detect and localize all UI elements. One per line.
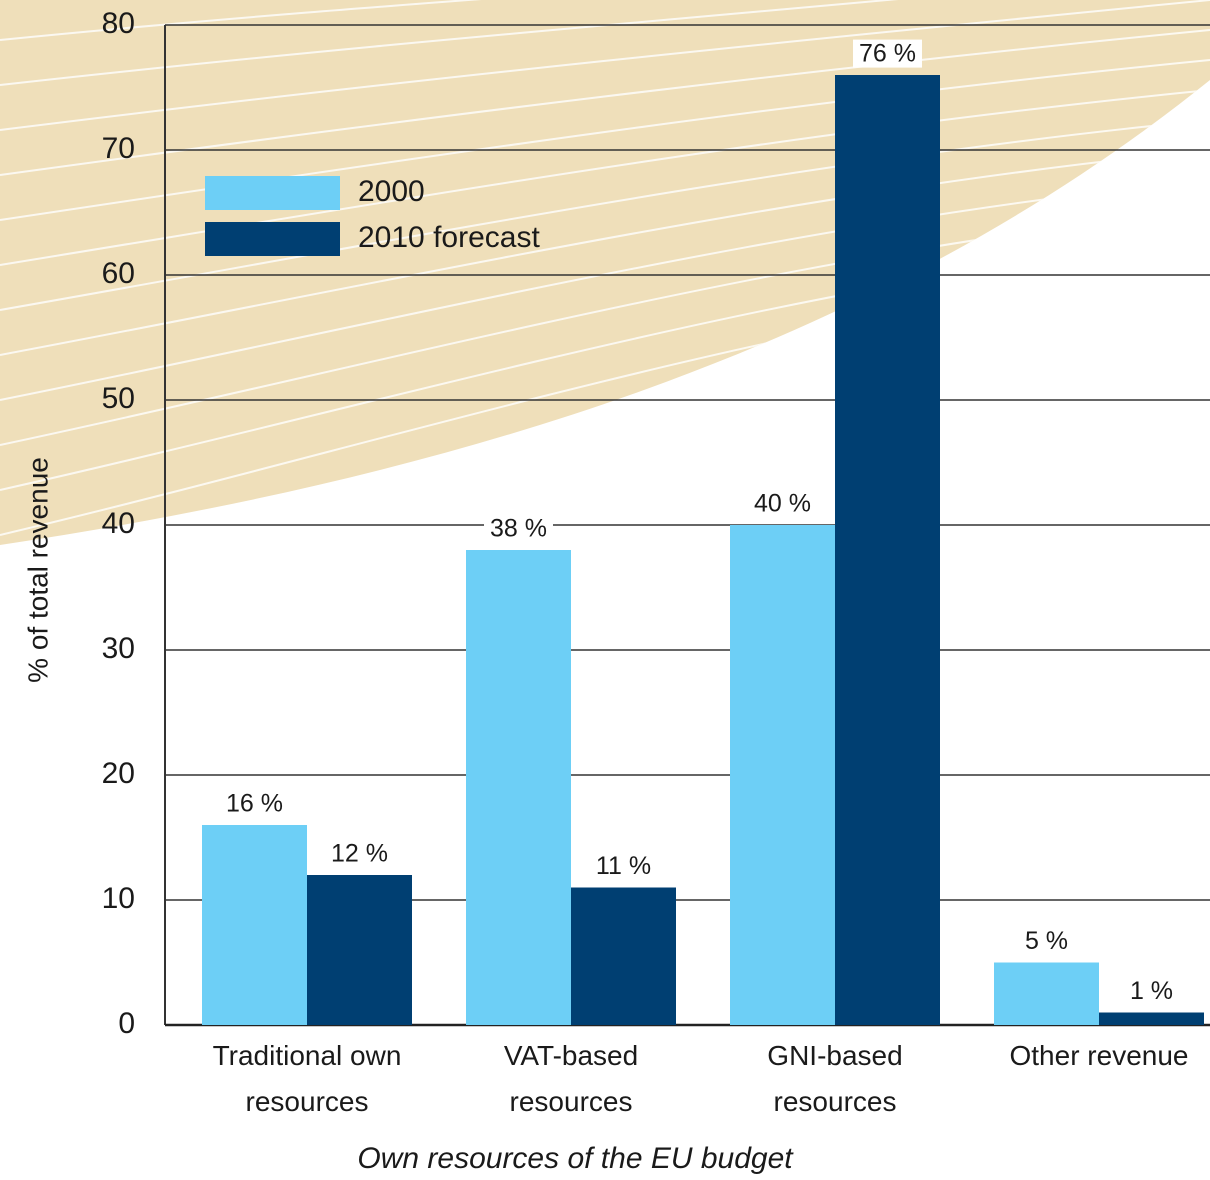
x-tick-label: VAT-based resources	[504, 1040, 638, 1117]
background-swoosh	[0, 0, 1210, 545]
x-axis-title: Own resources of the EU budget	[357, 1142, 794, 1175]
legend-label: 2010 forecast	[358, 221, 540, 254]
value-label: 38 %	[490, 515, 547, 543]
x-tick-label: GNI-based resources	[767, 1040, 902, 1117]
value-label-bg	[853, 39, 922, 68]
y-tick-label: 30	[102, 632, 135, 665]
value-label: 12 %	[331, 840, 388, 868]
value-label-bg	[1123, 977, 1180, 1006]
bar	[730, 525, 835, 1025]
bar	[466, 550, 571, 1025]
value-label: 40 %	[754, 490, 811, 518]
value-label: 16 %	[226, 790, 283, 818]
value-label: 1 %	[1130, 977, 1173, 1005]
value-label: 76 %	[859, 40, 916, 68]
bar	[835, 75, 940, 1025]
value-label-bg	[325, 839, 394, 868]
bar	[571, 887, 676, 1025]
y-tick-label: 0	[118, 1007, 135, 1040]
legend-swatch	[205, 222, 340, 256]
y-tick-label: 50	[102, 382, 135, 415]
bar	[1099, 1012, 1204, 1025]
value-label-bg	[1018, 927, 1075, 956]
value-label: 5 %	[1025, 927, 1068, 955]
bar	[202, 825, 307, 1025]
y-tick-label: 70	[102, 132, 135, 165]
value-label: 11 %	[596, 852, 651, 880]
value-label-bg	[589, 852, 658, 881]
y-tick-label: 80	[102, 7, 135, 40]
y-axis-title: % of total revenue	[22, 457, 53, 683]
x-tick-label: Other revenue	[1010, 1040, 1189, 1071]
legend-label: 2000	[358, 175, 425, 208]
bar	[994, 962, 1099, 1025]
y-tick-label: 60	[102, 257, 135, 290]
y-tick-label: 10	[102, 882, 135, 915]
y-tick-label: 40	[102, 507, 135, 540]
x-tick-label: Traditional own resources	[213, 1040, 402, 1117]
value-label-bg	[748, 489, 817, 518]
bar	[307, 875, 412, 1025]
legend-swatch	[205, 176, 340, 210]
value-label-bg	[220, 789, 289, 818]
y-tick-label: 20	[102, 757, 135, 790]
value-label-bg	[484, 514, 553, 543]
